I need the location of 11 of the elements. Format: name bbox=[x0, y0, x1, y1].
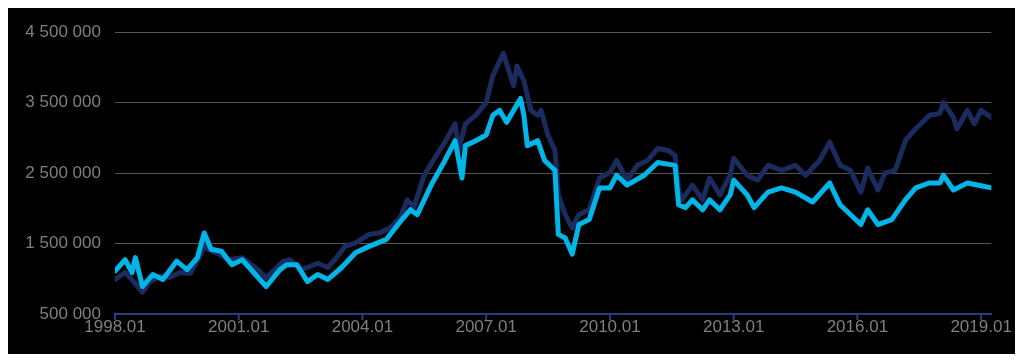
y-tick-label: 3 500 000 bbox=[25, 92, 101, 112]
x-tick-label: 2016.01 bbox=[826, 316, 889, 336]
x-tick-label: 2001.01 bbox=[208, 316, 270, 336]
x-tick-label: 2010.01 bbox=[579, 316, 641, 336]
x-tick-label: 2013.01 bbox=[702, 316, 765, 336]
y-tick-label: 2 500 000 bbox=[25, 162, 101, 182]
y-tick-label: 1 500 000 bbox=[25, 233, 101, 253]
x-tick-label: 2004.01 bbox=[331, 316, 394, 336]
x-tick-label: 2007.01 bbox=[455, 316, 517, 336]
y-tick-label: 4 500 000 bbox=[25, 21, 101, 41]
x-tick-label: 2019.01 bbox=[950, 316, 1012, 336]
